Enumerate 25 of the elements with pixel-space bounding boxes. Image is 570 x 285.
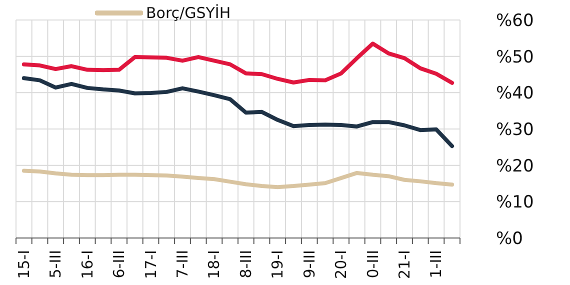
y-tick-label: %0 bbox=[496, 229, 523, 250]
y-tick-label: %30 bbox=[496, 120, 534, 140]
x-tick-label: 8-III bbox=[236, 250, 255, 278]
x-tick-label: 9-III bbox=[300, 250, 318, 278]
x-tick-label: 17-I bbox=[142, 250, 160, 279]
x-tick-label: 15-I bbox=[14, 250, 33, 279]
legend-label: Borç/GSYİH bbox=[146, 4, 231, 22]
line-series bbox=[22, 76, 454, 148]
line-series bbox=[22, 168, 454, 190]
y-tick-label: %10 bbox=[496, 192, 534, 213]
y-tick-label: %50 bbox=[496, 47, 534, 68]
x-tick-label: 19-I bbox=[268, 250, 287, 279]
x-tick-label: 7-III bbox=[174, 250, 192, 278]
line-series bbox=[22, 42, 454, 85]
x-tick-label: 18-I bbox=[205, 250, 224, 279]
x-tick-label: 20-I bbox=[332, 250, 350, 279]
y-tick-label: %20 bbox=[496, 156, 534, 176]
x-tick-label: 5-III bbox=[46, 250, 65, 278]
x-tick-label: 6-III bbox=[110, 250, 128, 278]
y-tick-label: %60 bbox=[496, 11, 534, 32]
y-tick-label: %40 bbox=[496, 84, 534, 104]
x-tick-label: 16-I bbox=[78, 250, 96, 279]
x-tick-label: 1-III bbox=[427, 250, 446, 278]
x-tick-label: 0-III bbox=[364, 250, 382, 278]
x-tick-label: 21-I bbox=[396, 250, 414, 279]
